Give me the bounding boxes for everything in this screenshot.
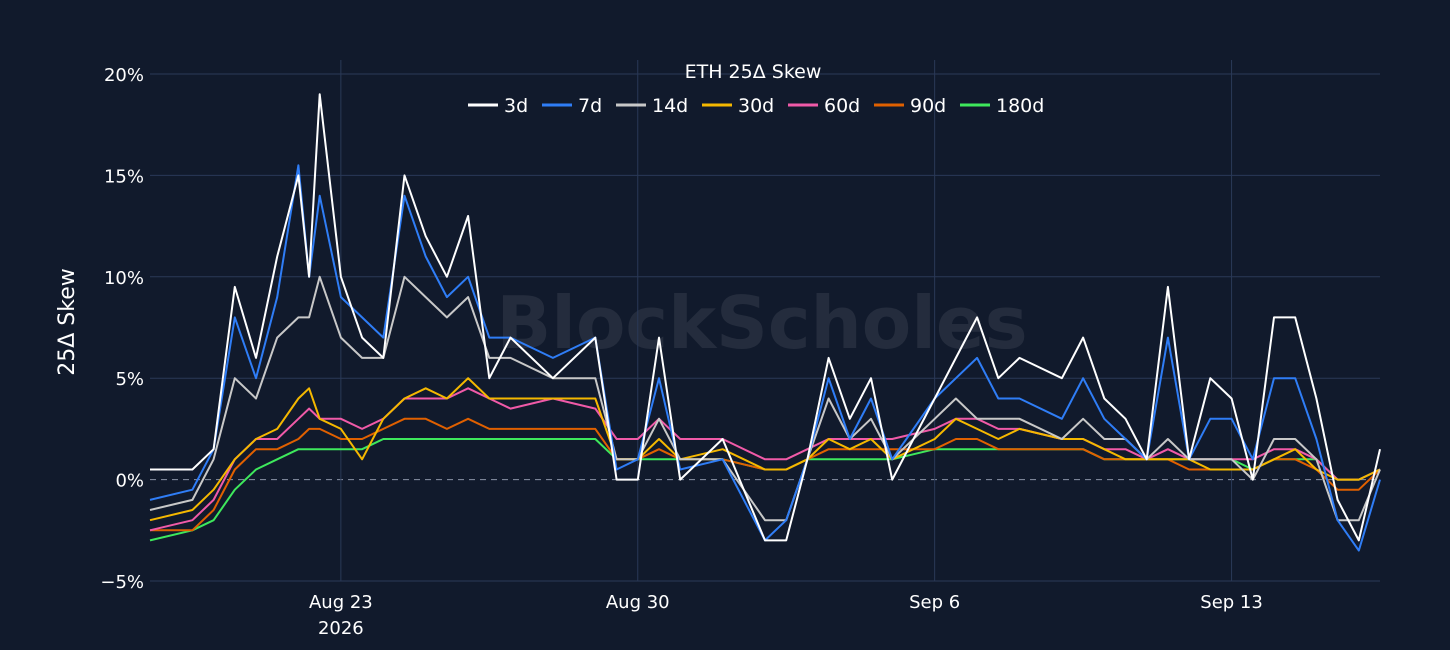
- series-line-7d: [149, 164, 1381, 552]
- series-lines: [149, 93, 1381, 552]
- legend-label: 7d: [578, 95, 602, 117]
- x-axis: Aug 23 2026 Aug 30 Sep 6 Sep 13: [309, 592, 1263, 639]
- legend-label: 180d: [996, 95, 1044, 117]
- chart-title: ETH 25Δ Skew: [685, 61, 822, 83]
- y-tick-label: −5%: [100, 572, 144, 593]
- legend-item-7d[interactable]: 7d: [542, 95, 602, 117]
- y-tick-label: 20%: [104, 65, 144, 86]
- y-tick-label: 0%: [115, 471, 144, 492]
- legend-item-30d[interactable]: 30d: [702, 95, 774, 117]
- x-year-label: 2026: [318, 618, 364, 639]
- legend-label: 90d: [910, 95, 946, 117]
- legend: 3d 7d 14d 30d 60d 90d 180d: [468, 95, 1044, 117]
- legend-item-90d[interactable]: 90d: [874, 95, 946, 117]
- y-axis: −5% 0% 5% 10% 15% 20%: [100, 65, 144, 593]
- legend-item-60d[interactable]: 60d: [788, 95, 860, 117]
- x-tick-label: Aug 30: [606, 592, 670, 613]
- y-tick-label: 15%: [104, 166, 144, 187]
- legend-label: 14d: [652, 95, 688, 117]
- legend-label: 3d: [504, 95, 528, 117]
- series-line-3d: [150, 93, 1381, 542]
- watermark: BlockScholes: [496, 281, 1027, 365]
- legend-label: 30d: [738, 95, 774, 117]
- y-axis-label: 25Δ Skew: [55, 268, 80, 376]
- legend-label: 60d: [824, 95, 860, 117]
- x-tick-label: Sep 6: [909, 592, 960, 613]
- y-tick-label: 5%: [115, 369, 144, 390]
- legend-item-3d[interactable]: 3d: [468, 95, 528, 117]
- x-tick-label: Sep 13: [1200, 592, 1263, 613]
- legend-item-180d[interactable]: 180d: [960, 95, 1044, 117]
- legend-item-14d[interactable]: 14d: [616, 95, 688, 117]
- x-tick-label: Aug 23: [309, 592, 373, 613]
- y-tick-label: 10%: [104, 268, 144, 289]
- series-line-30d: [149, 377, 1381, 522]
